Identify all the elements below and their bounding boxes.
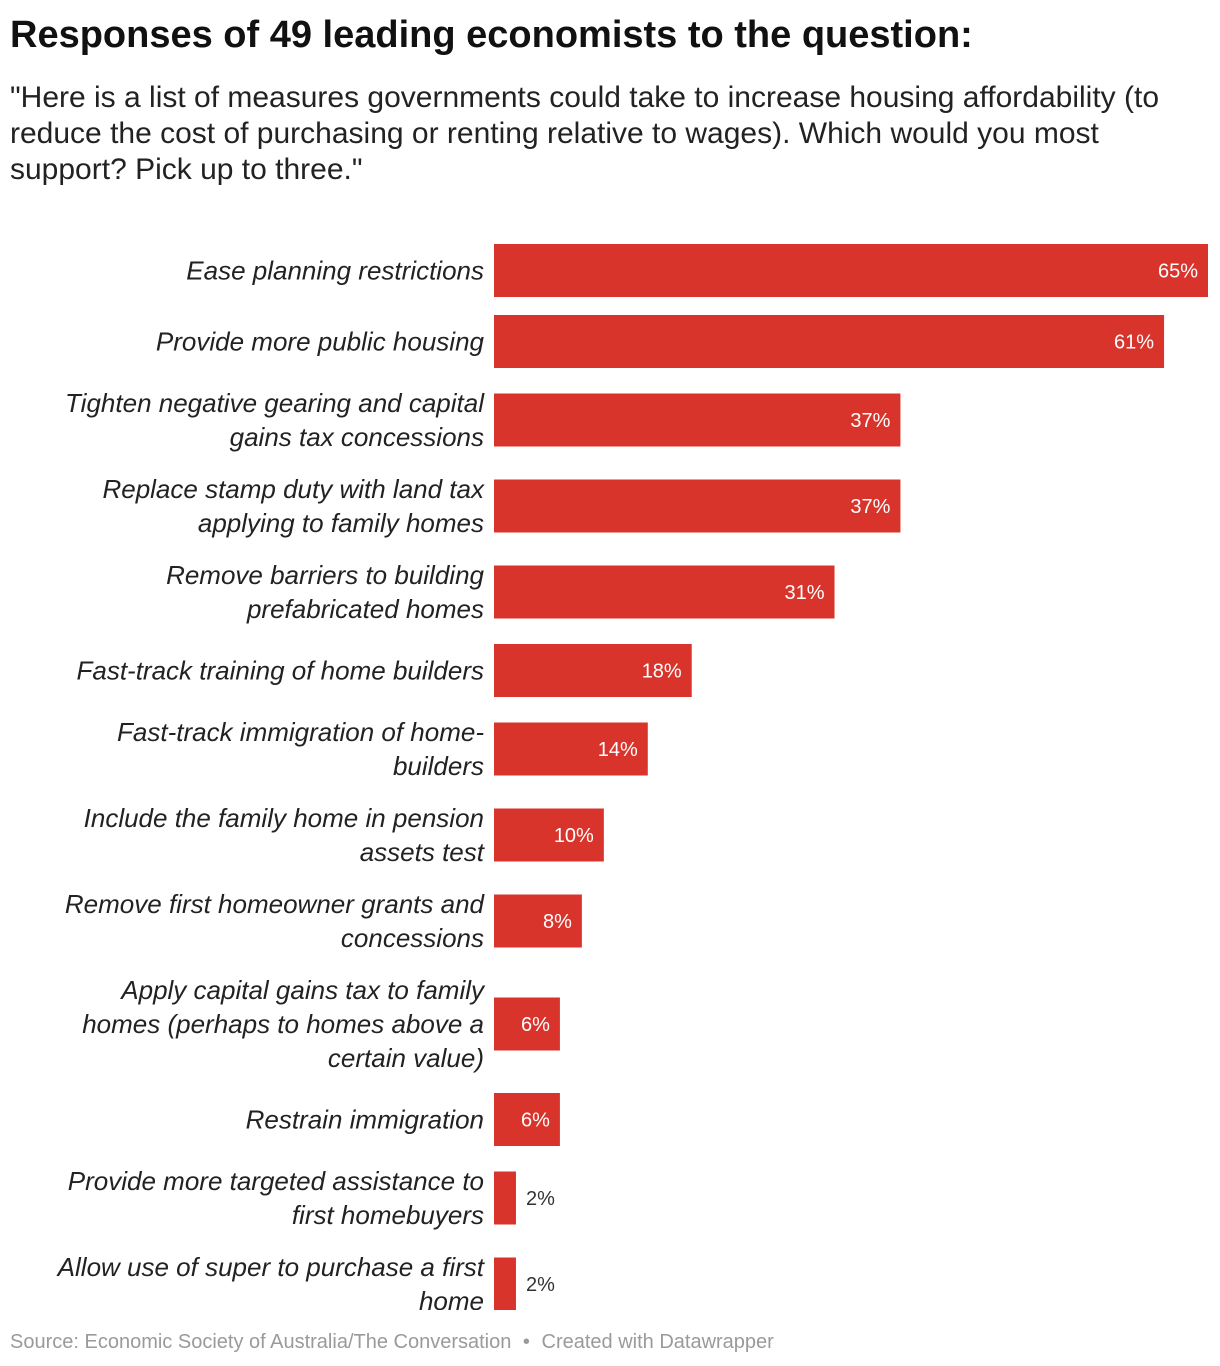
- category-label: Apply capital gains tax to family homes (…: [82, 975, 486, 1073]
- chart-title: Responses of 49 leading economists to th…: [10, 14, 973, 56]
- category-label: Provide more targeted assistance to first…: [68, 1166, 484, 1230]
- source-note: Source: Economic Society of Australia/Th…: [10, 1331, 512, 1353]
- category-label: Provide more public housing: [156, 327, 485, 357]
- bar: [494, 1093, 560, 1146]
- bar: [494, 1257, 516, 1310]
- category-label: Include the family home in pension assets…: [84, 803, 486, 867]
- category-label: Allow use of super to purchase a first ho…: [56, 1252, 486, 1310]
- value-label: 65%: [1158, 261, 1198, 283]
- bar: [494, 315, 1165, 368]
- bar: [494, 644, 692, 697]
- bar-chart: Ease planning restrictions 65% Provide mor…: [56, 244, 1208, 1310]
- category-label: Restrain immigration: [246, 1105, 484, 1135]
- bar: [494, 722, 648, 776]
- chart-subtitle: "Here is a list of measures governments …: [10, 81, 1160, 186]
- bar: [494, 808, 604, 862]
- bar: [494, 565, 835, 619]
- value-label: 10%: [554, 825, 594, 847]
- category-label: Remove first homeowner grants and concess…: [65, 889, 486, 953]
- datawrapper-credit: Created with Datawrapper: [541, 1331, 774, 1353]
- value-label: 6%: [521, 1110, 550, 1132]
- value-label: 37%: [850, 496, 890, 518]
- category-label: Ease planning restrictions: [186, 256, 484, 286]
- value-label: 18%: [642, 661, 682, 683]
- value-label: 31%: [784, 582, 824, 604]
- value-label: 2%: [526, 1188, 555, 1210]
- value-label: 8%: [543, 911, 572, 933]
- bar: [494, 479, 901, 533]
- bar: [494, 1171, 516, 1225]
- bar: [494, 393, 901, 447]
- category-label: Fast-track training of home builders: [76, 656, 484, 686]
- bar: [494, 244, 1208, 297]
- category-label: Fast-track immigration of home-builders: [117, 717, 484, 781]
- value-label: 6%: [521, 1014, 550, 1036]
- bar: [494, 997, 560, 1051]
- category-label: Replace stamp duty with land tax applying…: [102, 474, 485, 538]
- category-label: Remove barriers to building prefabricated…: [166, 560, 484, 624]
- chart-footer: Source: Economic Society of Australia/Th…: [10, 1330, 774, 1354]
- bar: [494, 894, 582, 948]
- footer-separator: •: [522, 1331, 530, 1353]
- value-label: 37%: [850, 410, 890, 432]
- category-label: Tighten negative gearing and capital gain…: [65, 388, 485, 452]
- value-label: 2%: [526, 1274, 555, 1296]
- value-label: 61%: [1114, 332, 1154, 354]
- value-label: 14%: [598, 739, 638, 761]
